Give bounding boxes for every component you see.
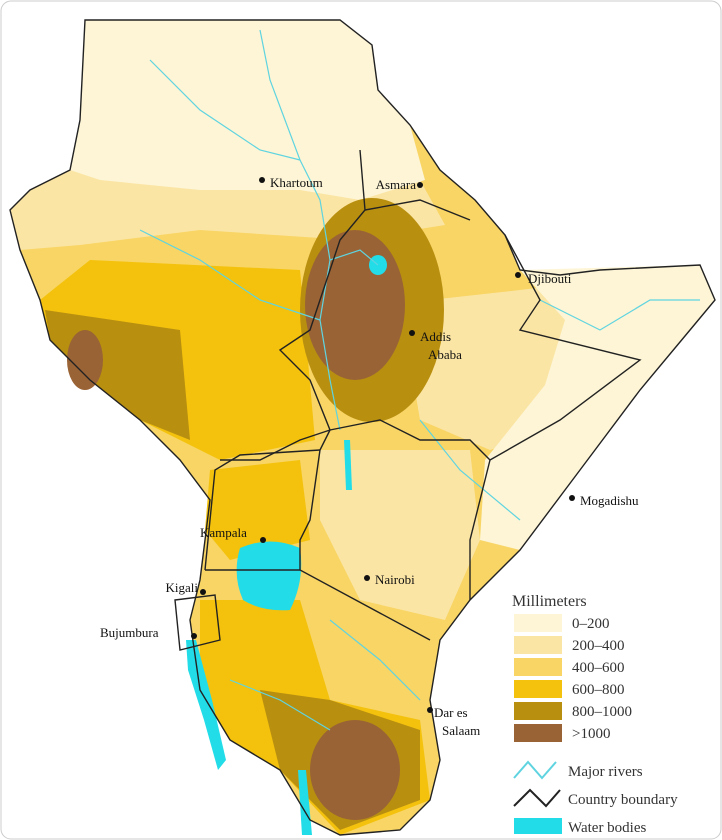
- zone: [480, 265, 715, 550]
- legend-swatch: [514, 702, 562, 720]
- city-dot: [515, 272, 521, 278]
- city-label: Kigali: [166, 580, 199, 595]
- legend-swatch: [514, 614, 562, 632]
- legend-label: 800–1000: [572, 704, 632, 720]
- city-label: Mogadishu: [580, 493, 639, 508]
- legend-label: Major rivers: [568, 764, 643, 780]
- city-dot: [191, 633, 197, 639]
- city-label: Djibouti: [528, 271, 572, 286]
- city-dot: [259, 177, 265, 183]
- cities: Khartoum Asmara Djibouti Addis Ababa Mogadish…: [100, 175, 639, 738]
- country-boundaries: [9, 19, 716, 836]
- city-label: Asmara: [376, 177, 417, 192]
- legend-swatch: [514, 658, 562, 676]
- city-label: Salaam: [442, 723, 480, 738]
- zone: [310, 720, 400, 820]
- legend-swatch: [514, 636, 562, 654]
- legend-label: Water bodies: [568, 820, 647, 836]
- city-dot: [200, 589, 206, 595]
- legend-swatch: [514, 680, 562, 698]
- zone: [305, 230, 405, 380]
- city-dot: [569, 495, 575, 501]
- city-label: Khartoum: [270, 175, 323, 190]
- city-dot: [260, 537, 266, 543]
- zone: [70, 20, 425, 200]
- legend-label: 0–200: [572, 616, 610, 632]
- legend-label: >1000: [572, 726, 610, 742]
- rainfall-zones: [10, 20, 715, 835]
- legend-water: [514, 818, 562, 834]
- legend-heading: Millimeters: [512, 593, 587, 610]
- legend-label: Country boundary: [568, 792, 678, 808]
- legend-label: 200–400: [572, 638, 625, 654]
- city-label: Dar es: [434, 705, 468, 720]
- city-dot: [364, 575, 370, 581]
- city-label: Nairobi: [375, 572, 415, 587]
- zone: [67, 330, 103, 390]
- city-dot: [409, 330, 415, 336]
- legend-swatch: [514, 724, 562, 742]
- legend-border: [513, 788, 561, 808]
- legend-label: 400–600: [572, 660, 625, 676]
- city-dot: [427, 707, 433, 713]
- legend: Millimeters 0–200 200–400 400–600 600–800 80…: [512, 593, 678, 836]
- rivers: [139, 29, 700, 731]
- city-label: Addis: [420, 329, 451, 344]
- zone: [205, 460, 310, 560]
- city-dot: [417, 182, 423, 188]
- zone: [320, 450, 480, 620]
- city-label: Bujumbura: [100, 625, 159, 640]
- legend-river: [513, 760, 557, 780]
- legend-label: 600–800: [572, 682, 625, 698]
- city-label: Ababa: [428, 347, 462, 362]
- city-label: Kampala: [200, 525, 247, 540]
